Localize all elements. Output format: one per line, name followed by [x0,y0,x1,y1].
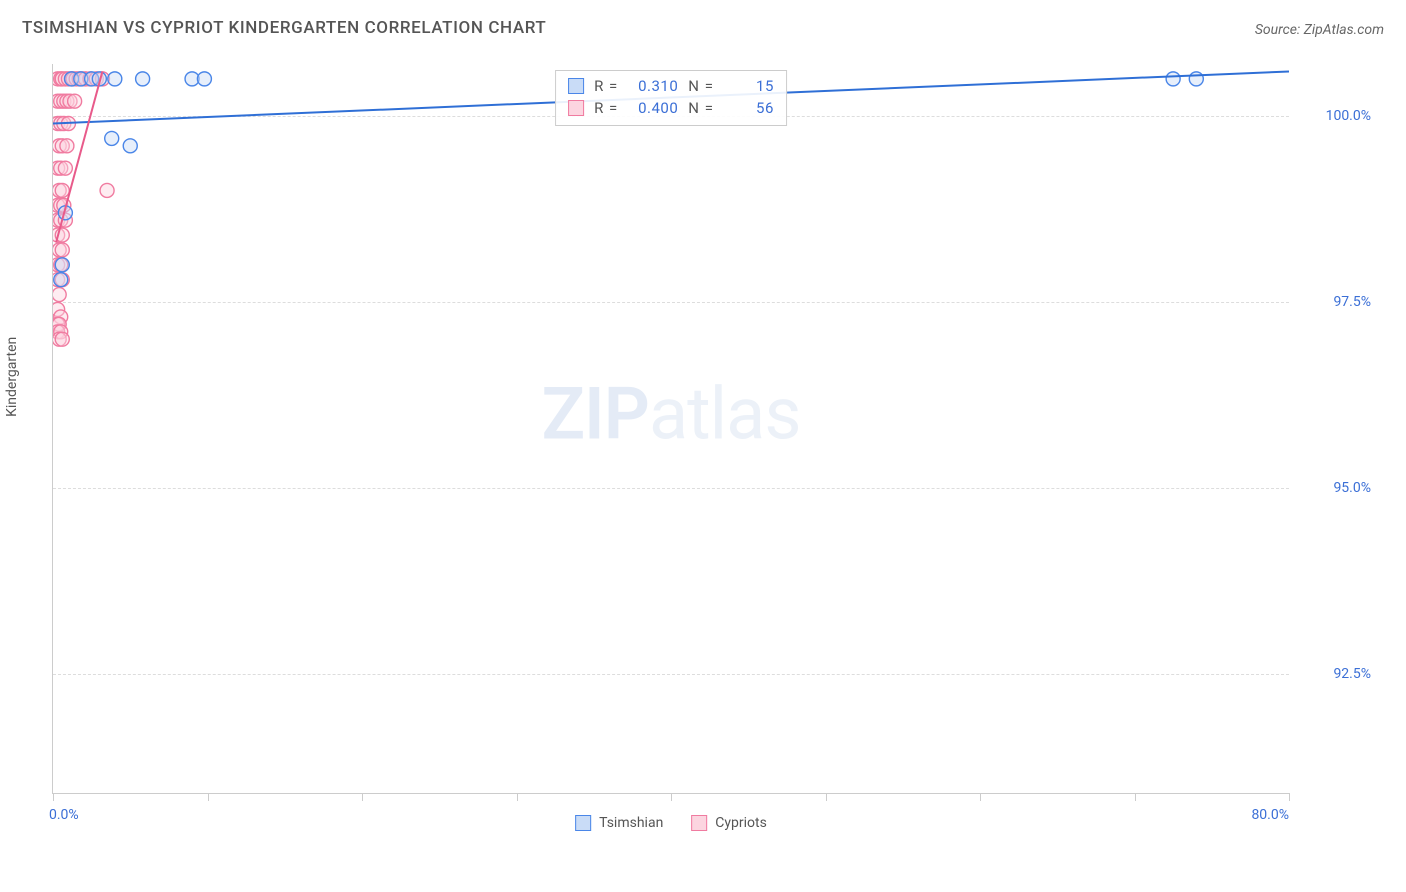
stats-n-value: 56 [724,99,774,117]
stats-swatch [568,100,584,116]
data-point-tsimshian [105,131,119,145]
data-point-cypriots [55,332,69,346]
chart-container: Kindergarten ZIPatlas 100.0%97.5%95.0%92… [22,54,1384,844]
stats-legend-box: R = 0.310 N = 15 R = 0.400 N = 56 [555,70,787,126]
chart-svg [53,64,1289,793]
legend-swatch [691,815,707,831]
y-tick-label: 95.0% [1301,480,1371,496]
data-point-tsimshian [1166,72,1180,86]
source-label: Source: ZipAtlas.com [1255,22,1384,38]
stats-n-label: N = [688,77,714,95]
y-axis-label: Kindergarten [4,337,20,417]
data-point-cypriots [58,161,72,175]
chart-header: TSIMSHIAN VS CYPRIOT KINDERGARTEN CORREL… [0,0,1406,44]
data-point-tsimshian [54,273,68,287]
data-point-tsimshian [197,72,211,86]
stats-n-value: 15 [724,77,774,95]
data-point-cypriots [53,288,66,302]
x-tick [826,793,827,801]
series-legend: Tsimshian Cypriots [575,815,767,831]
plot-area: ZIPatlas 100.0%97.5%95.0%92.5% R =0.310N… [52,64,1289,794]
chart-title: TSIMSHIAN VS CYPRIOT KINDERGARTEN CORREL… [22,18,546,38]
stats-r-value: 0.400 [628,99,678,117]
stats-n-label: N = [688,99,714,117]
legend-label: Cypriots [715,815,767,831]
x-min-label: 0.0% [49,807,79,823]
x-max-label: 80.0% [1251,807,1289,823]
stats-r-label: R = [594,99,618,117]
stats-row: R = 0.400 N = 56 [568,97,774,119]
x-tick [362,793,363,801]
data-point-tsimshian [1189,72,1203,86]
stats-r-value: 0.310 [628,77,678,95]
x-tick [517,793,518,801]
data-point-tsimshian [108,72,122,86]
data-point-cypriots [55,243,69,257]
data-point-tsimshian [55,258,69,272]
legend-item: Cypriots [691,815,767,831]
x-tick [1289,793,1290,801]
data-point-cypriots [100,183,114,197]
data-point-cypriots [60,139,74,153]
stats-swatch [568,78,584,94]
data-point-tsimshian [123,139,137,153]
y-tick-label: 97.5% [1301,294,1371,310]
legend-swatch [575,815,591,831]
x-tick [1135,793,1136,801]
x-tick [980,793,981,801]
x-tick [671,793,672,801]
legend-item: Tsimshian [575,815,663,831]
x-tick [53,793,54,801]
data-point-tsimshian [136,72,150,86]
y-tick-label: 92.5% [1301,666,1371,682]
data-point-cypriots [68,94,82,108]
data-point-cypriots [55,183,69,197]
y-tick-label: 100.0% [1301,108,1371,124]
stats-row: R = 0.310 N = 15 [568,75,774,97]
stats-r-label: R = [594,77,618,95]
x-tick [208,793,209,801]
legend-label: Tsimshian [599,815,663,831]
